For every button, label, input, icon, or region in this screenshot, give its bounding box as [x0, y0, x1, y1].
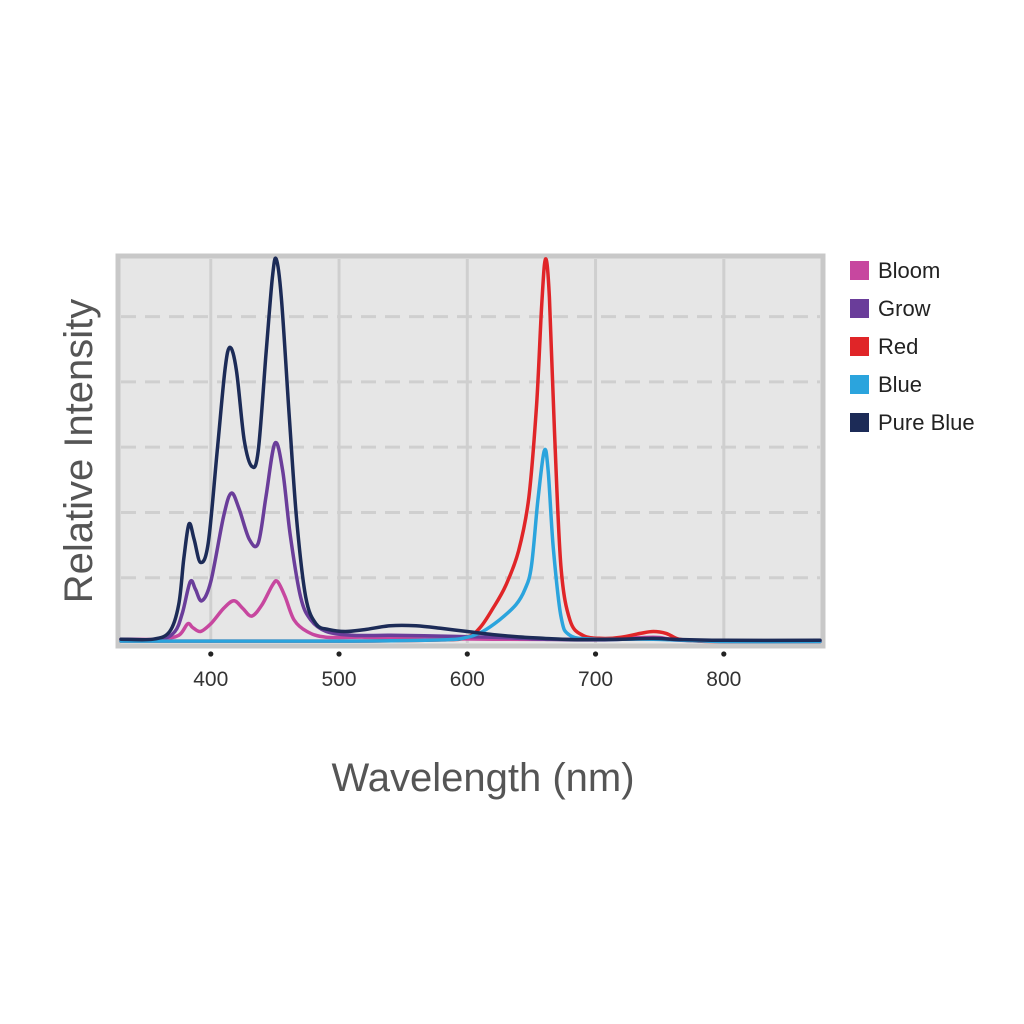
x-tick-label-400: 400 — [193, 668, 228, 691]
plot-background — [115, 253, 826, 649]
y-axis-title: Relative Intensity — [57, 299, 101, 604]
x-tick-label-500: 500 — [322, 668, 357, 691]
x-tick-mark-500 — [336, 651, 342, 657]
legend-label-pure-blue: Pure Blue — [878, 410, 975, 435]
x-tick-label-600: 600 — [450, 668, 485, 691]
legend-label-bloom: Bloom — [878, 258, 940, 283]
x-tick-label-800: 800 — [706, 668, 741, 691]
legend-swatch-grow — [850, 299, 869, 318]
x-tick-mark-700 — [592, 651, 599, 657]
legend-label-blue: Blue — [878, 372, 922, 397]
legend-label-red: Red — [878, 334, 918, 359]
x-tick-mark-600 — [464, 651, 470, 657]
legend-swatch-blue — [850, 375, 869, 394]
legend-swatch-pure-blue — [850, 413, 869, 432]
x-tick-mark-800 — [721, 651, 727, 657]
series-line-pure-blue — [119, 256, 822, 643]
series-lines — [119, 256, 822, 644]
x-tick-mark-400 — [208, 651, 214, 657]
legend-swatch-red — [850, 337, 869, 356]
x-axis-ticks: 400 500 600 700 800 — [193, 651, 741, 691]
legend-swatch-bloom — [850, 261, 869, 280]
x-axis-title: Wavelength (nm) — [331, 756, 634, 800]
legend: Bloom Grow Red Blue Pure Blue — [850, 258, 975, 435]
legend-label-grow: Grow — [878, 296, 931, 321]
x-tick-label-700: 700 — [578, 668, 613, 691]
horizontal-gridlines — [121, 315, 820, 580]
